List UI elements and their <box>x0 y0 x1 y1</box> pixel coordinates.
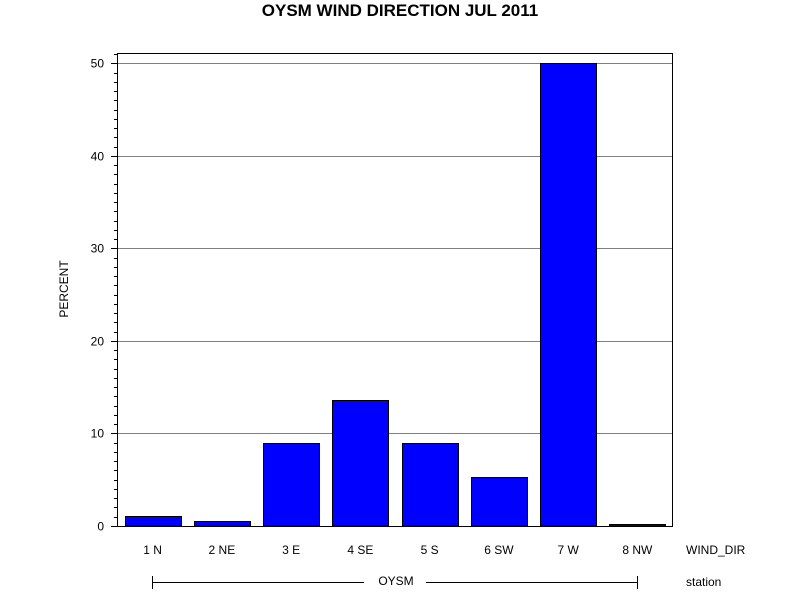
bar-6-sw <box>471 477 528 527</box>
chart-title: OYSM WIND DIRECTION JUL 2011 <box>261 1 539 20</box>
x-tick-label: 4 SE <box>347 543 373 557</box>
x-tick-label: 1 N <box>143 543 162 557</box>
bar-1-n <box>125 516 182 527</box>
x-axis-label: WIND_DIR <box>686 543 746 557</box>
x-tick-label: 2 NE <box>209 543 236 557</box>
y-tick-label: 10 <box>91 427 105 441</box>
group-label: station <box>686 575 721 589</box>
x-tick-label: 8 NW <box>622 543 653 557</box>
bar-3-e <box>263 443 320 527</box>
y-axis-label: PERCENT <box>57 260 71 318</box>
x-tick-label: 7 W <box>557 543 579 557</box>
x-axis-labels: 1 N 2 NE 3 E 4 SE 5 S 6 SW 7 W 8 NW <box>143 543 653 557</box>
bar-5-s <box>402 443 459 527</box>
x-tick-label: 3 E <box>282 543 300 557</box>
y-tick-label: 30 <box>91 242 105 256</box>
y-tick-label: 40 <box>91 150 105 164</box>
bar-7-w <box>540 63 597 527</box>
plot-frame <box>117 53 673 527</box>
group-value-label: OYSM <box>378 574 413 588</box>
y-tick-label: 0 <box>97 520 104 534</box>
bar-2-ne <box>194 521 251 527</box>
x-tick-label: 6 SW <box>484 543 514 557</box>
y-tick-label: 20 <box>91 335 105 349</box>
station-group-axis: OYSM station <box>152 574 721 589</box>
bars <box>125 63 666 527</box>
x-tick-label: 5 S <box>421 543 439 557</box>
bar-8-nw <box>609 524 666 527</box>
y-tick-label: 50 <box>91 57 105 71</box>
bar-4-se <box>332 400 389 527</box>
y-axis-ticks: 0 10 20 30 40 50 <box>91 57 118 534</box>
